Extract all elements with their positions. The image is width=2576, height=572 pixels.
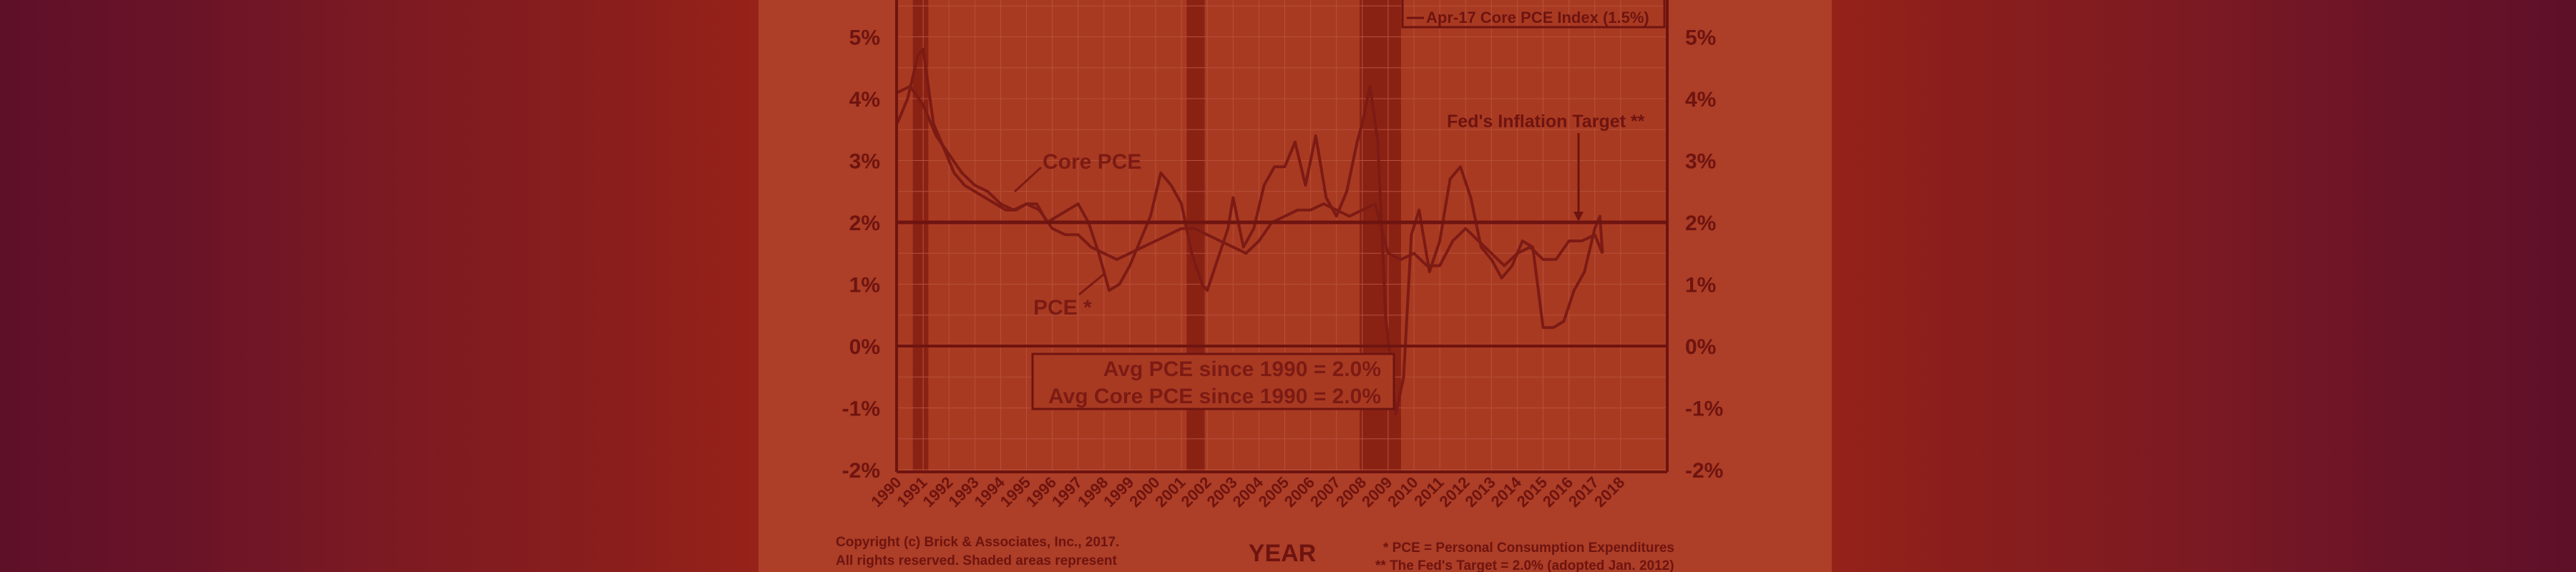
y-tick-label-left: -1% (842, 398, 880, 421)
y-tick-label-left: 2% (849, 212, 880, 235)
core-pce-pointer (1013, 166, 1043, 193)
avg-core-pce-text: Avg Core PCE since 1990 = 2.0% (1048, 385, 1381, 408)
y-tick-label-right: 0% (1685, 335, 1716, 359)
copyright-line-2: All rights reserved. Shaded areas repres… (836, 553, 1118, 568)
recession-band-0 (912, 0, 929, 472)
fed-target-arrowhead (1574, 212, 1584, 222)
legend-text: Apr-17 Core PCE Index (1.5%) (1426, 9, 1649, 26)
copyright-line-1: Copyright (c) Brick & Associates, Inc., … (836, 535, 1119, 550)
fed-target-label: Fed's Inflation Target ** (1447, 112, 1645, 132)
core-pce-label: Core PCE (1043, 150, 1141, 174)
pce-pointer (1078, 273, 1104, 296)
footnote-fed-target: ** The Fed's Target = 2.0% (adopted Jan.… (1375, 558, 1674, 572)
y-tick-label-left: 0% (849, 335, 880, 359)
y-tick-label-right: 4% (1685, 88, 1716, 112)
average-box: Avg PCE since 1990 = 2.0% Avg Core PCE s… (1031, 352, 1395, 410)
y-tick-label-left: 4% (849, 88, 880, 112)
y-tick-label-left: -2% (842, 459, 880, 483)
series-line-core-pce (897, 84, 1604, 267)
legend: Apr-17 Core PCE Index (1.5%) (1401, 0, 1666, 29)
pce-label: PCE * (1033, 296, 1092, 320)
y-tick-label-right: 3% (1685, 150, 1716, 174)
y-tick-label-left: 5% (849, 26, 880, 50)
y-tick-label-right: 2% (1685, 212, 1716, 235)
grid (897, 0, 1667, 472)
y-tick-label-left: 1% (849, 274, 880, 297)
legend-box (1401, 0, 1666, 29)
y-tick-label-right: 1% (1685, 274, 1716, 297)
y-tick-label-right: 5% (1685, 26, 1716, 50)
footnote-pce: * PCE = Personal Consumption Expenditure… (1383, 541, 1674, 556)
average-box-frame (1031, 352, 1395, 410)
avg-pce-text: Avg PCE since 1990 = 2.0% (1103, 358, 1381, 381)
y-tick-label-left: 3% (849, 150, 880, 174)
x-axis-label: YEAR (1249, 540, 1316, 567)
series-lines (896, 47, 1604, 416)
y-tick-label-right: -2% (1685, 459, 1723, 483)
y-tick-label-right: -1% (1685, 398, 1723, 421)
annotations: Core PCE PCE * Fed's Inflation Target ** (1013, 112, 1645, 320)
